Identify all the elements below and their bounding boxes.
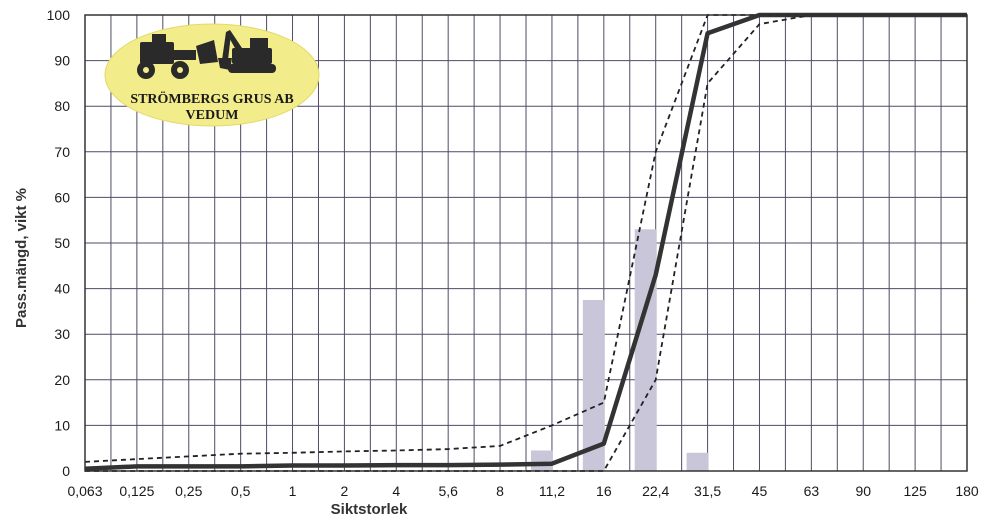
x-tick-label: 1 — [289, 483, 297, 499]
x-tick-label: 0,25 — [175, 483, 202, 499]
y-tick-label: 100 — [47, 7, 71, 23]
x-tick-label: 0,5 — [231, 483, 251, 499]
fraction-bar — [686, 452, 709, 471]
x-tick-label: 22,4 — [642, 483, 669, 499]
excavator-icon — [218, 30, 276, 73]
y-tick-label: 50 — [54, 235, 70, 251]
x-tick-label: 180 — [955, 483, 979, 499]
x-tick-label: 63 — [804, 483, 820, 499]
x-tick-label: 11,2 — [539, 483, 565, 499]
x-tick-label: 16 — [596, 483, 612, 499]
x-tick-label: 90 — [855, 483, 871, 499]
x-tick-label: 4 — [392, 483, 400, 499]
y-tick-label: 90 — [54, 53, 70, 69]
x-tick-label: 2 — [341, 483, 349, 499]
y-tick-labels: 0 10 20 30 40 50 60 70 80 90 100 — [47, 7, 71, 479]
x-tick-label: 5,6 — [438, 483, 458, 499]
plot-frame — [84, 14, 968, 472]
y-tick-label: 70 — [54, 144, 70, 160]
y-tick-label: 40 — [54, 281, 70, 297]
y-tick-label: 60 — [54, 189, 70, 205]
x-tick-label: 31,5 — [694, 483, 721, 499]
x-tick-label: 0,125 — [119, 483, 154, 499]
wheel-loader-icon — [137, 34, 218, 79]
y-axis-title: Pass.mängd, vikt % — [13, 188, 30, 328]
logo-location: VEDUM — [186, 108, 239, 123]
y-tick-label: 30 — [54, 326, 70, 342]
y-tick-label: 80 — [54, 98, 70, 114]
x-tick-label: 125 — [903, 483, 927, 499]
x-tick-label: 8 — [496, 483, 504, 499]
upper-limit-line — [84, 14, 967, 463]
y-tick-label: 0 — [62, 463, 70, 479]
x-axis-title: Siktstorlek — [331, 501, 408, 518]
fraction-bar — [530, 450, 553, 471]
x-tick-label: 45 — [752, 483, 768, 499]
fraction-bar — [582, 300, 605, 471]
x-tick-label: 0,063 — [67, 483, 102, 499]
x-tick-labels: 0,063 0,125 0,25 0,5 1 2 4 5,6 8 11,2 16 22,4 31,5 45… — [67, 483, 978, 499]
y-tick-label: 20 — [54, 372, 70, 388]
logo-company-name: STRÖMBERGS GRUS AB — [130, 90, 293, 107]
y-tick-label: 10 — [54, 417, 70, 433]
company-logo: STRÖMBERGS GRUS AB VEDUM — [104, 23, 320, 127]
fraction-bar — [634, 229, 657, 471]
